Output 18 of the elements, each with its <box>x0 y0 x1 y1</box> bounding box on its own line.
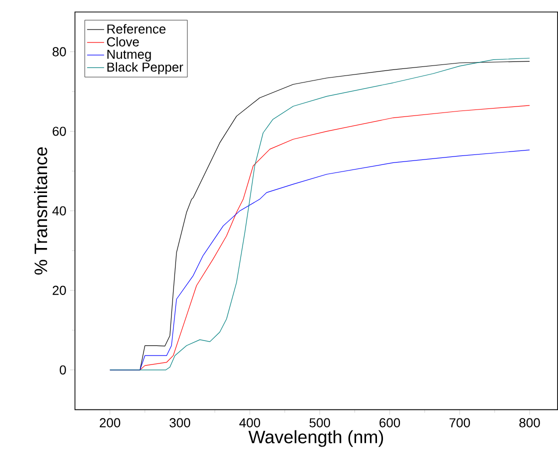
legend-label: Reference <box>107 24 166 34</box>
y-tick-label: 0 <box>60 366 66 375</box>
x-tick-label: 700 <box>450 418 470 428</box>
x-tick-label: 200 <box>100 418 120 428</box>
y-tick-label: 40 <box>52 206 66 216</box>
x-tick-label: 600 <box>380 418 400 428</box>
y-tick-label: 80 <box>52 47 66 56</box>
legend-label: Black Pepper <box>107 62 184 74</box>
x-tick-label: 400 <box>239 418 260 428</box>
x-tick-label: 800 <box>519 418 540 428</box>
legend-label: Clove <box>107 37 139 47</box>
y-tick-label: 60 <box>52 126 66 136</box>
legend-label: Nutmeg <box>107 50 151 62</box>
x-tick-label: 300 <box>170 418 190 428</box>
x-tick-label: 500 <box>309 418 330 428</box>
x-axis-title: Wavelength (nm) <box>248 430 384 448</box>
y-tick-label: 20 <box>52 286 66 296</box>
y-axis-title: % Transmitance <box>34 147 48 275</box>
